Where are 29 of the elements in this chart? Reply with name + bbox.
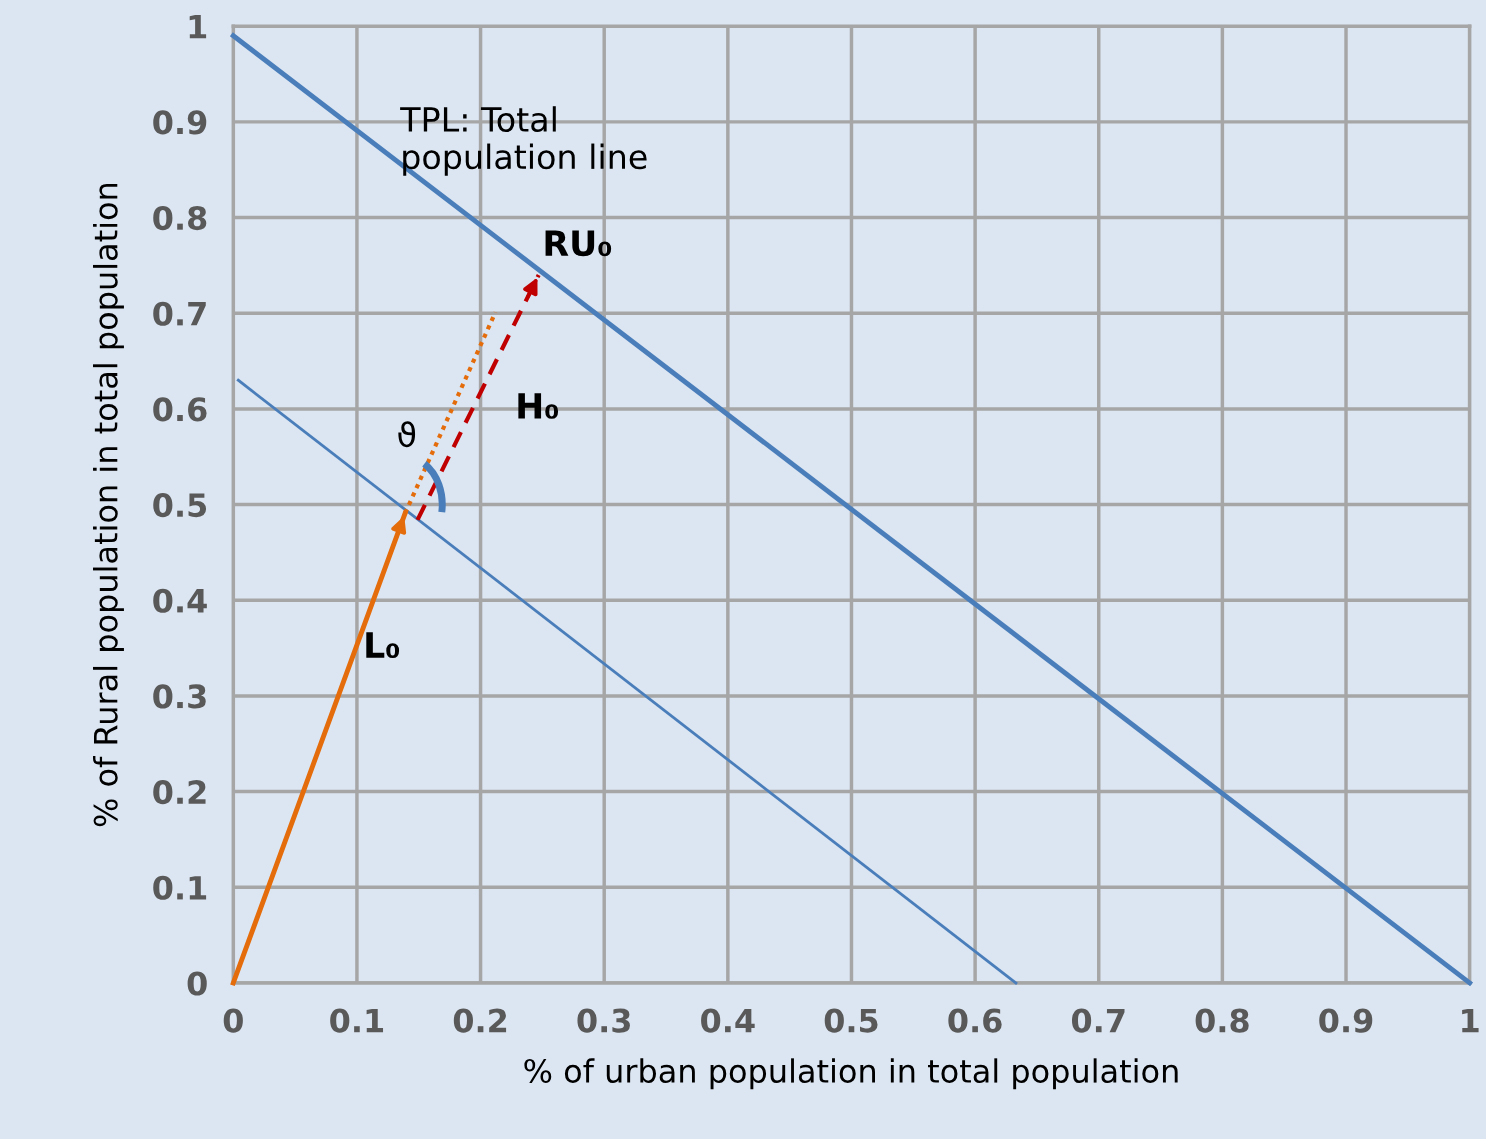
y-axis-title: % of Rural population in total population: [93, 183, 124, 827]
x-tick-label: 0.3: [577, 1008, 630, 1033]
y-tick-label: 0: [187, 971, 207, 996]
y-tick-label: 0.5: [153, 493, 207, 518]
y-tick-label: 0.8: [153, 205, 207, 231]
annotation: RU₀: [545, 230, 612, 257]
x-tick-label: 0.4: [701, 1008, 755, 1033]
x-tick-label: 0.9: [1319, 1008, 1373, 1033]
x-tick-label: 0: [223, 1008, 243, 1033]
x-tick-label: 0.6: [948, 1008, 1002, 1033]
y-tick-label: 0.7: [153, 301, 206, 326]
x-tick-label: 1: [1462, 1008, 1479, 1033]
annotation: ϑ: [398, 421, 416, 448]
annotation: L₀: [366, 632, 400, 659]
y-tick-label: 0.6: [153, 397, 207, 422]
y-tick-label: 0.3: [153, 684, 206, 709]
x-tick-label: 0.5: [824, 1008, 878, 1033]
y-tick-label: 0.1: [153, 875, 207, 900]
y-tick-label: 1: [189, 15, 207, 39]
annotation: H₀: [518, 393, 559, 419]
annotation: TPL: Total population line: [400, 106, 647, 176]
x-tick-label: 0.2: [453, 1008, 507, 1033]
x-axis-title: % of urban population in total population: [524, 1058, 1178, 1090]
y-tick-label: 0.4: [153, 588, 207, 613]
x-tick-label: 0.7: [1071, 1008, 1125, 1033]
y-tick-label: 0.2: [153, 780, 206, 805]
x-tick-label: 0.8: [1195, 1008, 1249, 1033]
y-tick-label: 0.9: [153, 110, 207, 135]
x-tick-label: 0.1: [330, 1008, 384, 1033]
